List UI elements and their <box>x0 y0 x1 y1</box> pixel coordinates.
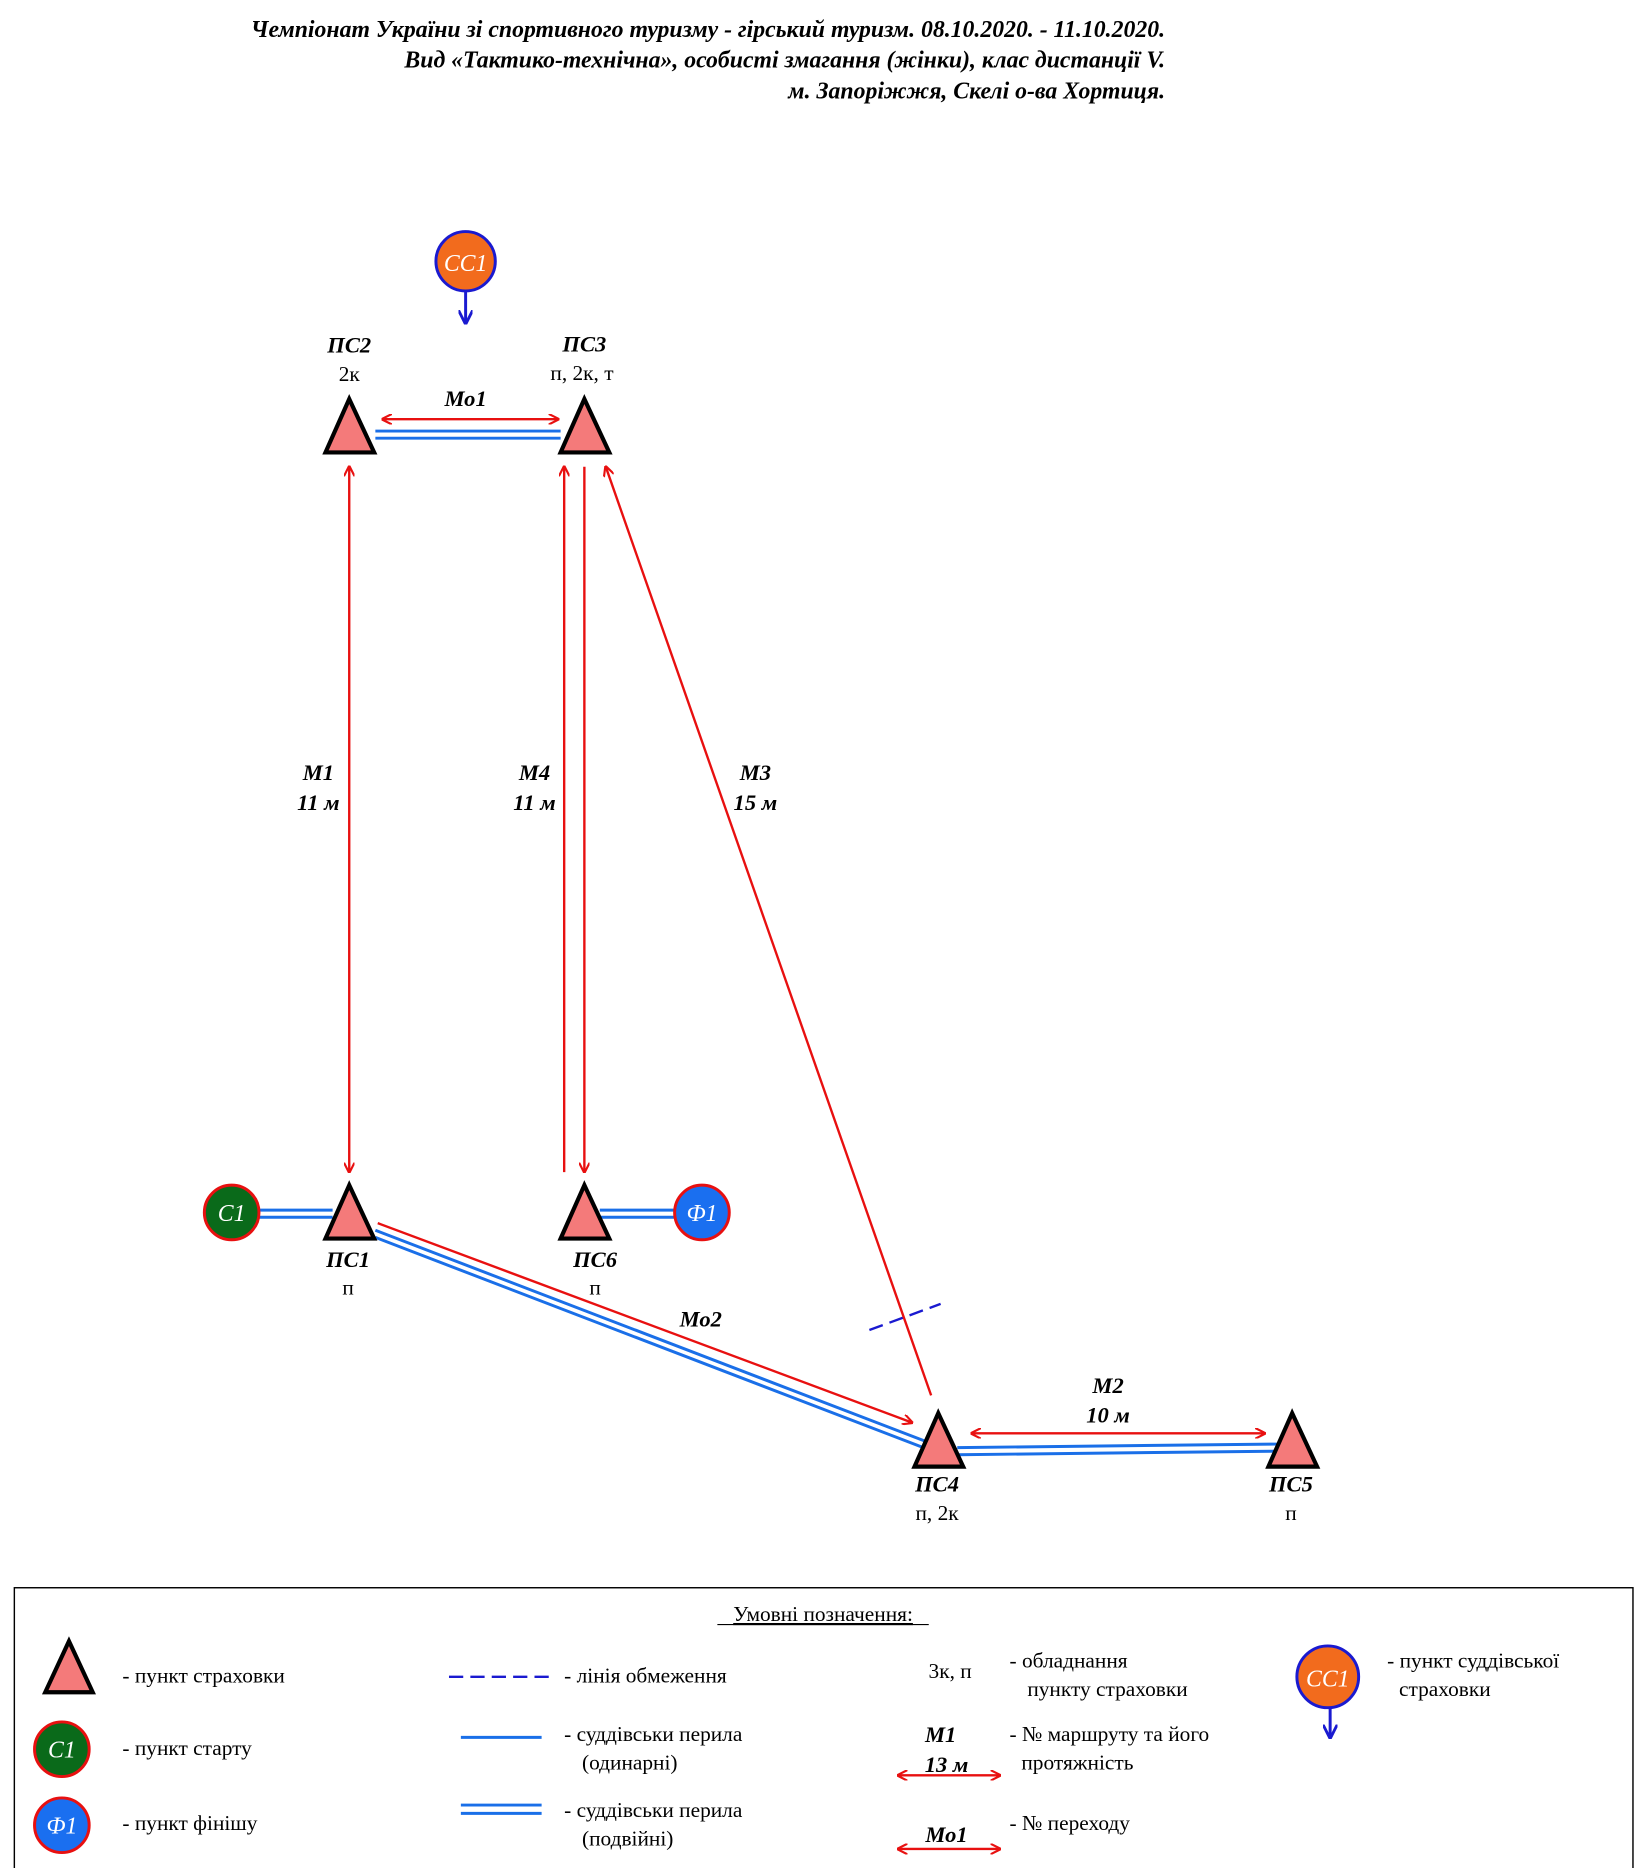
svg-text:ПС5: ПС5 <box>1268 1472 1313 1497</box>
svg-text:2к: 2к <box>339 362 361 386</box>
svg-text:- пункт старту: - пункт старту <box>122 1736 252 1760</box>
svg-text:- пункт страховки: - пункт страховки <box>122 1664 284 1688</box>
restriction-line <box>868 1302 942 1332</box>
judge-point: СС1 <box>434 230 497 323</box>
finish-point: Ф1 <box>673 1183 731 1242</box>
svg-text:Ф1: Ф1 <box>46 1814 77 1840</box>
belay-point-ps4: ПС4 п, 2к <box>911 1408 967 1525</box>
route-mo1-label: Мо1 <box>443 386 486 411</box>
svg-text:п, 2к: п, 2к <box>915 1501 959 1525</box>
svg-text:- № маршруту та його: - № маршруту та його <box>1010 1722 1210 1746</box>
header-location: м. Запоріжжя, Скелі о-ва Хортиця. <box>787 79 1165 105</box>
svg-text:(подвійні): (подвійні) <box>582 1826 673 1850</box>
svg-text:п: п <box>1285 1501 1296 1525</box>
legend: Умовні позначення: - пункт страховки С1 … <box>13 1587 1634 1868</box>
svg-text:п, 2к, т: п, 2к, т <box>550 361 614 385</box>
belay-point-ps6: ПС6 п <box>557 1180 618 1299</box>
svg-text:С1: С1 <box>48 1738 76 1764</box>
svg-text:- № переходу: - № переходу <box>1010 1811 1131 1835</box>
route-m1-label: М1 <box>302 760 334 785</box>
svg-text:С1: С1 <box>218 1201 246 1227</box>
header-title: Чемпіонат України зі спортивного туризму… <box>251 17 1165 43</box>
svg-text:протяжність: протяжність <box>1021 1750 1133 1774</box>
svg-text:Ф1: Ф1 <box>686 1201 717 1227</box>
svg-text:(одинарні): (одинарні) <box>582 1750 678 1774</box>
route-m4-label: М4 <box>518 760 550 785</box>
svg-text:ПС2: ПС2 <box>326 333 371 358</box>
legend-judge-icon <box>1295 1644 1361 1710</box>
route-m3-arrow <box>606 467 933 1396</box>
svg-text:ПС1: ПС1 <box>325 1247 370 1272</box>
route-m1-length: 11 м <box>297 790 339 815</box>
belay-point-ps2: ПС2 2к <box>322 333 378 455</box>
svg-text:п: п <box>589 1275 600 1299</box>
route-m2-length: 10 м <box>1086 1403 1130 1428</box>
svg-text:п: п <box>342 1275 353 1299</box>
route-m3-length: 15 м <box>734 790 778 815</box>
svg-text:- суддівськи перила: - суддівськи перила <box>564 1798 743 1822</box>
svg-text:ПС4: ПС4 <box>914 1472 959 1497</box>
svg-text:СС1: СС1 <box>444 251 488 277</box>
legend-finish-icon <box>33 1796 91 1855</box>
legend-belay-point-icon <box>41 1636 96 1695</box>
belay-point-ps5: ПС5 п <box>1265 1408 1321 1525</box>
svg-text:- обладнання: - обладнання <box>1010 1648 1128 1672</box>
svg-text:- лінія обмеження: - лінія обмеження <box>564 1664 727 1688</box>
legend-title: Умовні позначення: <box>733 1602 913 1626</box>
svg-text:13 м: 13 м <box>925 1752 969 1777</box>
header-discipline: Вид «Тактико-технічна», особисті змаганн… <box>403 48 1165 74</box>
svg-text:3к, п: 3к, п <box>929 1659 972 1683</box>
legend-start-icon <box>33 1720 91 1779</box>
svg-text:пункту страховки: пункту страховки <box>1027 1677 1187 1701</box>
svg-text:СС1: СС1 <box>1306 1666 1350 1692</box>
svg-text:- суддівськи перила: - суддівськи перила <box>564 1722 743 1746</box>
start-point: С1 <box>202 1183 261 1242</box>
svg-text:М1: М1 <box>924 1722 956 1747</box>
judge-ropes <box>258 429 1277 1457</box>
route-mo2-label: Мо2 <box>679 1306 722 1331</box>
route-m3-label: М3 <box>739 760 771 785</box>
svg-text:ПС3: ПС3 <box>561 332 606 357</box>
route-mo2-arrow <box>377 1222 912 1423</box>
belay-point-ps3: ПС3 п, 2к, т <box>550 332 614 455</box>
svg-text:- пункт суддівської: - пункт суддівської <box>1387 1648 1559 1672</box>
belay-point-ps1: ПС1 п <box>322 1180 378 1299</box>
svg-text:Мо1: Мо1 <box>924 1822 967 1847</box>
svg-text:- пункт фінішу: - пункт фінішу <box>122 1811 257 1835</box>
svg-text:страховки: страховки <box>1399 1677 1491 1701</box>
svg-text:ПС6: ПС6 <box>572 1247 618 1272</box>
route-m2-label: М2 <box>1091 1373 1123 1398</box>
route-m4-length: 11 м <box>513 790 555 815</box>
